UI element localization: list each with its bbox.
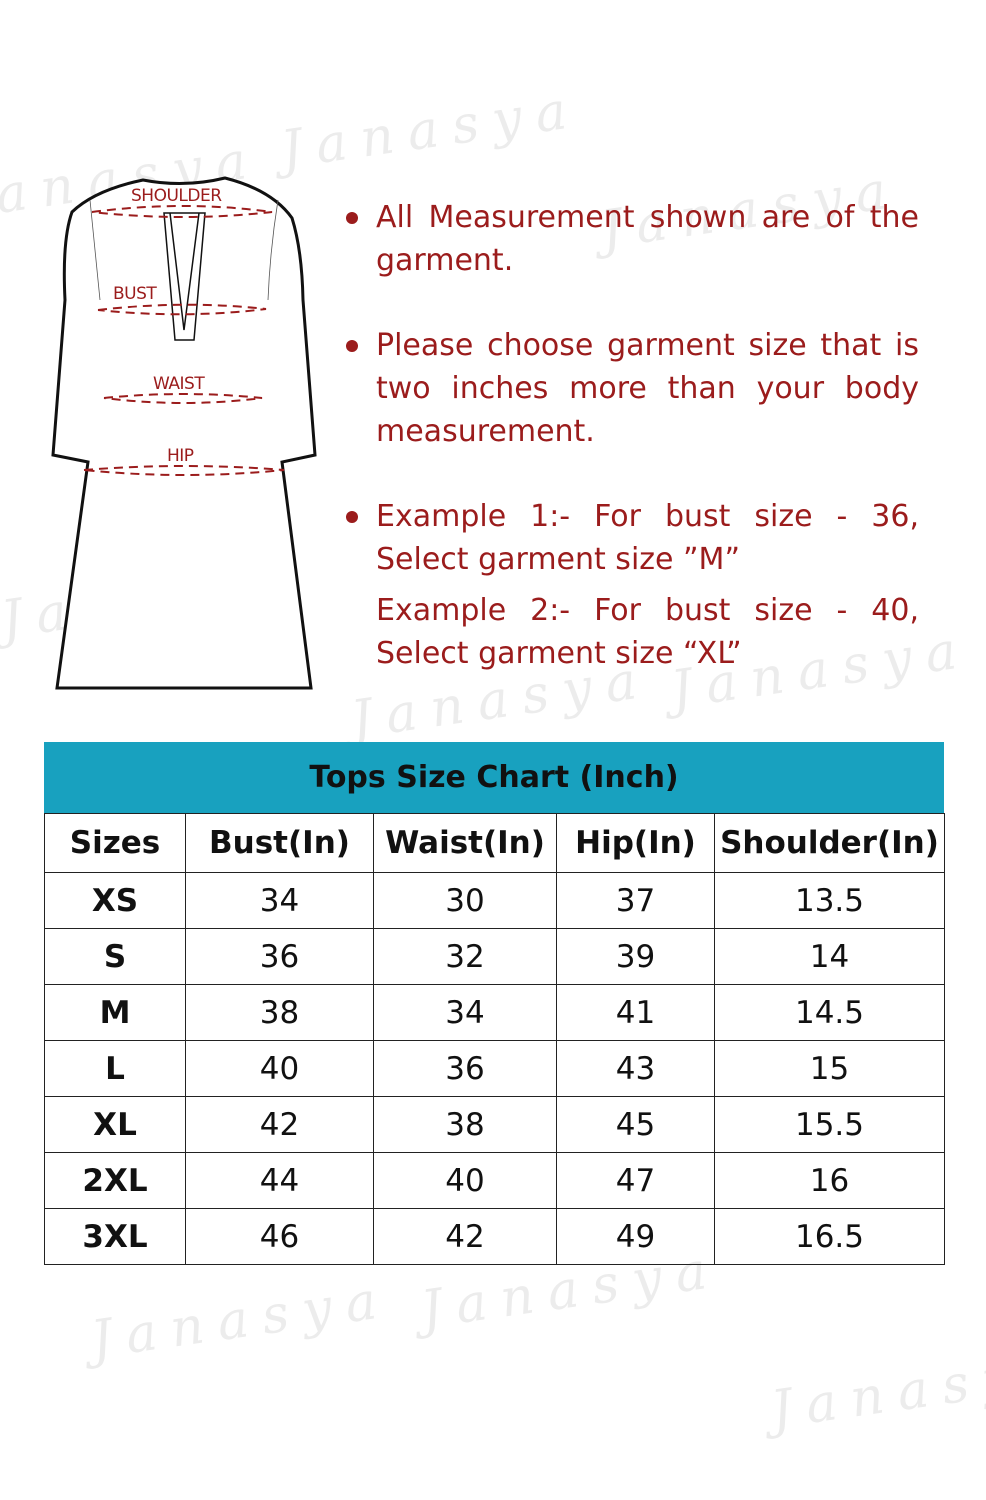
measurement-cell: 41 xyxy=(556,984,715,1041)
size-chart-table: Sizes Bust(In) Waist(In) Hip(In) Shoulde… xyxy=(44,813,945,1265)
bullet-icon xyxy=(346,340,358,352)
table-row: 3XL 46 42 49 16.5 xyxy=(44,1208,945,1265)
measurement-cell: 30 xyxy=(373,872,557,929)
garment-diagram xyxy=(51,176,317,690)
hip-label: HIP xyxy=(167,446,194,466)
measurement-cell: 39 xyxy=(556,928,715,985)
measurement-cell: 45 xyxy=(556,1096,715,1153)
table-row: M 38 34 41 14.5 xyxy=(44,984,945,1041)
table-row: L 40 36 43 15 xyxy=(44,1040,945,1097)
note-text: All Measurement shown are of the garment… xyxy=(376,200,919,278)
measurement-cell: 40 xyxy=(185,1040,374,1097)
measurement-cell: 34 xyxy=(185,872,374,929)
measurement-cell: 32 xyxy=(373,928,557,985)
size-chart-title: Tops Size Chart (Inch) xyxy=(44,742,944,813)
size-cell: 2XL xyxy=(44,1152,186,1209)
note-item: Example 1:- For bust size - 36, Select g… xyxy=(344,495,919,581)
measurement-cell: 43 xyxy=(556,1040,715,1097)
column-header: Bust(In) xyxy=(185,813,374,873)
measurement-cell: 47 xyxy=(556,1152,715,1209)
garment-outline xyxy=(51,176,317,690)
armhole-seams xyxy=(89,199,279,301)
size-cell: XL xyxy=(44,1096,186,1153)
measurement-cell: 15 xyxy=(714,1040,945,1097)
measurement-cell: 14.5 xyxy=(714,984,945,1041)
table-row: S 36 32 39 14 xyxy=(44,928,945,985)
placket xyxy=(163,212,206,341)
note-text: Example 1:- For bust size - 36, Select g… xyxy=(376,499,919,577)
measurement-cell: 38 xyxy=(185,984,374,1041)
note-text: Example 2:- For bust size - 40, Select g… xyxy=(376,593,919,671)
bust-label: BUST xyxy=(113,284,157,304)
note-item: All Measurement shown are of the garment… xyxy=(344,196,919,282)
watermark-logo: Janasya xyxy=(87,1269,395,1371)
size-cell: S xyxy=(44,928,186,985)
measurement-cell: 40 xyxy=(373,1152,557,1209)
size-cell: XS xyxy=(44,872,186,929)
shoulder-measure-line xyxy=(91,205,273,218)
measurement-cell: 15.5 xyxy=(714,1096,945,1153)
shoulder-label: SHOULDER xyxy=(131,186,222,206)
measurement-cell: 34 xyxy=(373,984,557,1041)
measurement-cell: 16.5 xyxy=(714,1208,945,1265)
waist-label: WAIST xyxy=(153,374,205,394)
waist-measure-line xyxy=(103,393,263,404)
table-row: 2XL 44 40 47 16 xyxy=(44,1152,945,1209)
measurement-cell: 37 xyxy=(556,872,715,929)
size-cell: L xyxy=(44,1040,186,1097)
column-header: Waist(In) xyxy=(373,813,557,873)
watermark-logo: Janasya xyxy=(767,1339,986,1441)
measurement-cell: 44 xyxy=(185,1152,374,1209)
measurement-cell: 16 xyxy=(714,1152,945,1209)
table-row: XS 34 30 37 13.5 xyxy=(44,872,945,929)
table-row: XL 42 38 45 15.5 xyxy=(44,1096,945,1153)
measurement-cell: 14 xyxy=(714,928,945,985)
size-chart: Tops Size Chart (Inch) Sizes Bust(In) Wa… xyxy=(44,742,945,1265)
bust-measure-line xyxy=(97,303,267,316)
measurement-cell: 42 xyxy=(373,1208,557,1265)
measurement-cell: 38 xyxy=(373,1096,557,1153)
size-cell: 3XL xyxy=(44,1208,186,1265)
measurement-cell: 36 xyxy=(185,928,374,985)
header-row: Sizes Bust(In) Waist(In) Hip(In) Shoulde… xyxy=(44,813,945,873)
note-item: Please choose garment size that is two i… xyxy=(344,324,919,453)
measurement-notes: All Measurement shown are of the garment… xyxy=(344,196,919,675)
hip-measure-line xyxy=(83,465,285,476)
measurement-cell: 13.5 xyxy=(714,872,945,929)
measurement-cell: 36 xyxy=(373,1040,557,1097)
column-header: Hip(In) xyxy=(556,813,715,873)
column-header: Sizes xyxy=(44,813,186,873)
measurement-cell: 49 xyxy=(556,1208,715,1265)
measurement-cell: 42 xyxy=(185,1096,374,1153)
bullet-icon xyxy=(346,511,358,523)
size-cell: M xyxy=(44,984,186,1041)
note-text: Please choose garment size that is two i… xyxy=(376,328,919,449)
bullet-icon xyxy=(346,212,358,224)
note-item: Example 2:- For bust size - 40, Select g… xyxy=(344,589,919,675)
column-header: Shoulder(In) xyxy=(714,813,945,873)
measurement-cell: 46 xyxy=(185,1208,374,1265)
